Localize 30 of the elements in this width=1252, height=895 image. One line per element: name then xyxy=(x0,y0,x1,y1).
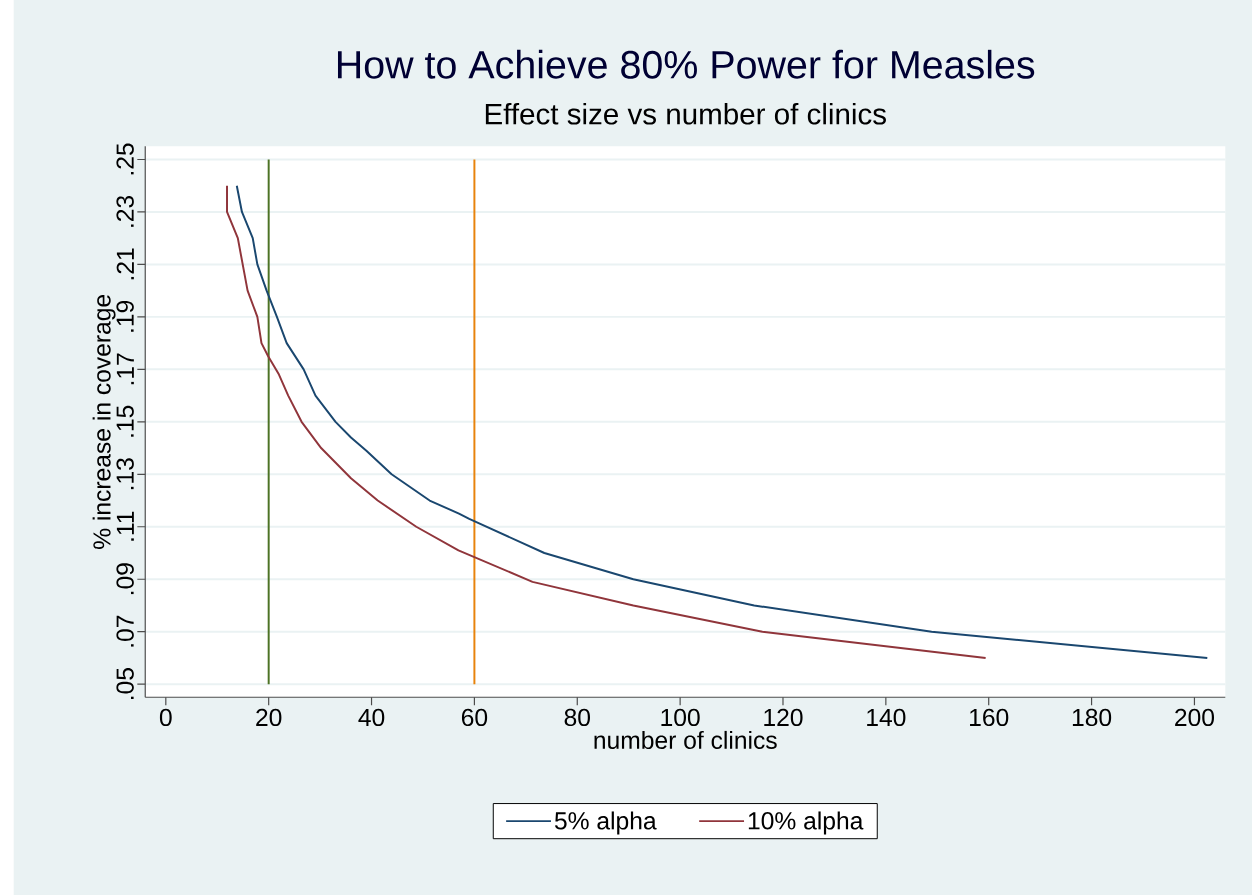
legend-label: 10% alpha xyxy=(748,811,864,835)
x-tick-label: 20 xyxy=(256,708,282,727)
x-tick-label: 140 xyxy=(867,708,906,727)
y-tick-label: .15 xyxy=(116,405,134,437)
y-tick-label: .23 xyxy=(116,195,134,227)
y-tick-label: .25 xyxy=(116,143,134,175)
x-tick-label: 40 xyxy=(358,708,385,727)
chart-subtitle: Effect size vs number of clinics xyxy=(485,102,886,125)
line-series xyxy=(226,184,987,659)
x-tick-label: 180 xyxy=(1072,708,1112,727)
y-tick-label: .11 xyxy=(116,511,134,541)
chart-title: How to Achieve 80% Power for Measles xyxy=(337,49,1035,79)
y-tick-label: .19 xyxy=(116,300,134,332)
x-tick-label: 60 xyxy=(461,708,488,727)
x-tick-label: 100 xyxy=(661,708,700,727)
y-tick-label: .05 xyxy=(116,668,134,699)
x-tick-label: 200 xyxy=(1175,708,1215,727)
y-tick-label: .17 xyxy=(116,353,134,385)
y-tick-label: .21 xyxy=(116,248,134,280)
y-axis-title: % increase in coverage xyxy=(92,294,116,549)
x-tick-label: 0 xyxy=(159,708,172,727)
x-tick-label: 160 xyxy=(970,708,1009,727)
y-tick-label: .09 xyxy=(116,563,134,595)
x-axis-title: number of clinics xyxy=(594,730,777,749)
y-tick-label: .07 xyxy=(116,615,134,647)
legend-label: 5% alpha xyxy=(554,811,657,835)
line-series xyxy=(235,184,1209,659)
y-tick-label: .13 xyxy=(116,458,134,490)
x-tick-label: 80 xyxy=(564,708,590,727)
x-tick-label: 120 xyxy=(764,708,803,727)
